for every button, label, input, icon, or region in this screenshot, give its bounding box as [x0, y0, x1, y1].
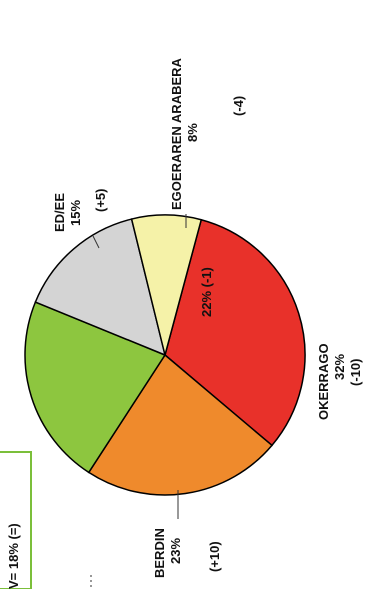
slice-change: (+5)	[93, 189, 108, 212]
note-text: V= 18% (=)	[6, 523, 21, 589]
pie-slice-ed-ee	[34, 218, 167, 357]
slice-label: OKERRAGO	[316, 343, 331, 420]
slice-value-change: 22% (-1)	[199, 267, 214, 317]
slice-label: EGOERAREN ARABERA	[169, 57, 184, 210]
note-box-border	[0, 451, 32, 589]
leader-line	[92, 235, 100, 249]
label-ed-ee-change: (+5)	[93, 189, 108, 212]
pie-labels: OKERRAGO 32% (-10) BERDIN 23% (+10) 22% (-1) ED…	[52, 57, 363, 578]
label-egoeraren-change: (-4)	[231, 96, 246, 116]
label-okerrago: OKERRAGO 32% (-10)	[316, 343, 363, 420]
decorative-dots	[90, 575, 92, 587]
pie-slice-okerrago	[164, 218, 306, 447]
pie-slice-berdin	[87, 353, 273, 496]
label-unnamed: 22% (-1)	[199, 267, 214, 317]
slice-value: 15%	[68, 200, 83, 226]
pie-slice-unlabeled	[24, 301, 167, 474]
pie-slice-egoeraren-arabera	[130, 214, 203, 356]
slice-change: (+10)	[207, 541, 222, 572]
label-berdin-change: (+10)	[207, 541, 222, 572]
label-berdin: BERDIN 23%	[152, 528, 183, 578]
slice-change: (-10)	[348, 359, 363, 386]
slice-value: 8%	[185, 123, 200, 142]
slice-value: 23%	[168, 538, 183, 564]
slice-label: BERDIN	[152, 528, 167, 578]
note-box: V= 18% (=)	[0, 451, 32, 589]
label-egoeraren-arabera: EGOERAREN ARABERA 8%	[169, 57, 200, 210]
slice-value: 32%	[332, 354, 347, 380]
label-ed-ee: ED/EE 15%	[52, 193, 83, 232]
pie-slices	[24, 214, 306, 496]
slice-label: ED/EE	[52, 193, 67, 232]
slice-change: (-4)	[231, 96, 246, 116]
